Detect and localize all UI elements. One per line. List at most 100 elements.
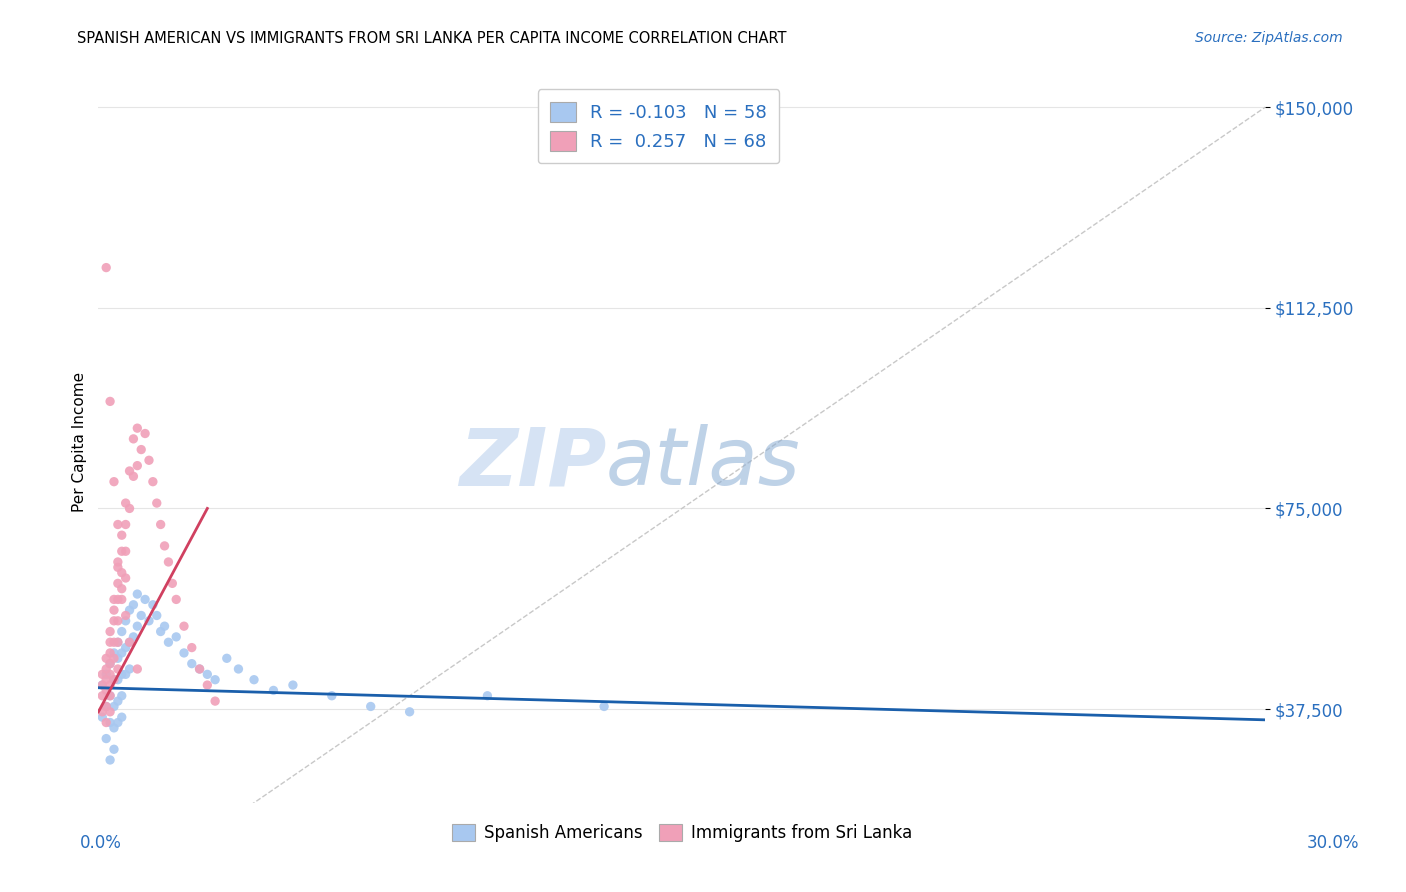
Point [321, 689, 343, 703]
Point [98, 715, 121, 730]
Point [111, 592, 134, 607]
Point [142, 475, 165, 489]
Point [122, 630, 145, 644]
Point [195, 678, 218, 692]
Text: SPANISH AMERICAN VS IMMIGRANTS FROM SRI LANKA PER CAPITA INCOME CORRELATION CHAR: SPANISH AMERICAN VS IMMIGRANTS FROM SRI … [77, 31, 787, 46]
Point [111, 528, 134, 542]
Point [103, 651, 125, 665]
Point [103, 603, 125, 617]
Point [107, 592, 129, 607]
Point [188, 662, 211, 676]
Point [98, 657, 121, 671]
Text: 30.0%: 30.0% [1306, 834, 1360, 852]
Point [103, 635, 125, 649]
Point [114, 667, 136, 681]
Point [98, 689, 121, 703]
Point [477, 689, 499, 703]
Text: 0.0%: 0.0% [80, 834, 122, 852]
Point [98, 753, 121, 767]
Point [173, 646, 195, 660]
Point [107, 517, 129, 532]
Point [98, 657, 121, 671]
Point [98, 667, 121, 681]
Point [180, 640, 202, 655]
Point [118, 635, 141, 649]
Point [215, 651, 238, 665]
Point [114, 544, 136, 558]
Point [111, 624, 134, 639]
Point [91, 678, 114, 692]
Point [96, 683, 118, 698]
Point [127, 458, 149, 473]
Point [118, 603, 141, 617]
Point [162, 576, 184, 591]
Point [134, 592, 156, 607]
Point [111, 582, 134, 596]
Point [195, 667, 218, 681]
Point [98, 705, 121, 719]
Point [107, 694, 129, 708]
Point [103, 721, 125, 735]
Point [360, 699, 382, 714]
Legend: Spanish Americans, Immigrants from Sri Lanka: Spanish Americans, Immigrants from Sri L… [446, 817, 918, 848]
Point [129, 442, 152, 457]
Point [107, 560, 129, 574]
Point [107, 576, 129, 591]
Point [262, 683, 284, 698]
Point [98, 689, 121, 703]
Point [96, 731, 118, 746]
Point [127, 662, 149, 676]
Point [114, 614, 136, 628]
Point [91, 678, 114, 692]
Point [98, 394, 121, 409]
Point [114, 571, 136, 585]
Point [103, 646, 125, 660]
Point [122, 598, 145, 612]
Point [157, 555, 180, 569]
Point [96, 260, 118, 275]
Text: atlas: atlas [606, 425, 801, 502]
Point [98, 646, 121, 660]
Point [91, 689, 114, 703]
Point [103, 673, 125, 687]
Point [146, 608, 169, 623]
Point [96, 651, 118, 665]
Point [114, 608, 136, 623]
Point [114, 517, 136, 532]
Point [91, 710, 114, 724]
Point [96, 699, 118, 714]
Point [111, 544, 134, 558]
Point [111, 667, 134, 681]
Point [98, 624, 121, 639]
Point [98, 678, 121, 692]
Point [165, 592, 187, 607]
Point [107, 555, 129, 569]
Point [188, 662, 211, 676]
Point [114, 640, 136, 655]
Point [107, 715, 129, 730]
Point [593, 699, 616, 714]
Point [157, 635, 180, 649]
Point [118, 501, 141, 516]
Point [180, 657, 202, 671]
Point [111, 689, 134, 703]
Point [96, 673, 118, 687]
Point [118, 662, 141, 676]
Point [243, 673, 266, 687]
Point [398, 705, 420, 719]
Point [153, 619, 176, 633]
Point [103, 699, 125, 714]
Point [204, 694, 226, 708]
Point [129, 608, 152, 623]
Point [107, 673, 129, 687]
Y-axis label: Per Capita Income: Per Capita Income [72, 371, 87, 512]
Point [96, 667, 118, 681]
Point [107, 614, 129, 628]
Point [118, 464, 141, 478]
Point [103, 592, 125, 607]
Point [114, 496, 136, 510]
Point [111, 710, 134, 724]
Point [173, 619, 195, 633]
Point [96, 715, 118, 730]
Point [127, 619, 149, 633]
